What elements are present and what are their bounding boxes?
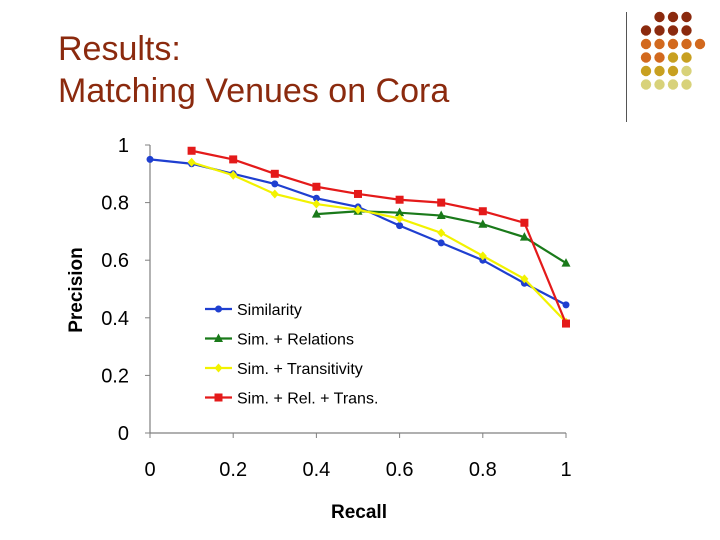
legend-label: Sim. + Rel. + Trans. [237, 391, 378, 408]
data-point [187, 146, 196, 155]
legend-label: Similarity [237, 302, 302, 319]
series-line [191, 149, 568, 324]
data-point [437, 239, 445, 247]
decorative-dot [681, 38, 692, 50]
y-tick-label: 0.4 [101, 308, 129, 330]
legend-item: Similarity [205, 302, 302, 319]
decorative-dot [640, 79, 652, 90]
data-point [520, 218, 529, 227]
decorative-dot [654, 65, 665, 77]
data-point [312, 182, 321, 191]
decorative-dot [640, 65, 652, 77]
decorative-dot [654, 25, 665, 36]
legend-swatch-marker [214, 393, 223, 402]
decorative-dot [667, 65, 679, 77]
data-point [396, 222, 404, 230]
data-point [436, 210, 446, 220]
chart-legend: Similarity Sim. + Relations Sim. + Transit… [205, 302, 378, 408]
data-point [562, 319, 570, 328]
x-tick-label: 0.2 [219, 459, 247, 481]
decorative-divider [626, 12, 627, 122]
x-tick-label: 0.6 [386, 459, 414, 481]
data-point [395, 213, 404, 223]
legend-item: Sim. + Rel. + Trans. [205, 391, 378, 408]
data-point [270, 189, 279, 199]
y-tick-label: 0.6 [101, 250, 129, 272]
data-point [395, 195, 404, 204]
decorative-dot [667, 11, 679, 23]
data-point [312, 194, 320, 202]
decorative-dot [667, 52, 679, 63]
y-axis-label: Precision [66, 247, 87, 333]
data-point [437, 228, 446, 238]
decorative-dot [640, 25, 652, 36]
data-point [311, 209, 321, 218]
decorative-dot [694, 38, 706, 50]
decorative-dot [681, 79, 692, 90]
data-point [146, 155, 154, 163]
chart-axes [149, 145, 566, 434]
decorative-dot [681, 65, 692, 77]
decorative-dot [667, 25, 679, 36]
y-tick-label: 0 [118, 423, 129, 445]
x-tick-label: 0.8 [469, 459, 497, 481]
data-point [271, 180, 279, 188]
data-point [312, 199, 321, 209]
decorative-dot [640, 38, 652, 50]
decorative-dot [681, 52, 692, 63]
data-point [354, 205, 362, 215]
y-tick-label: 1 [118, 135, 129, 157]
data-point [562, 301, 570, 309]
decorative-dot [681, 25, 692, 36]
decorative-dot [654, 11, 665, 23]
slide-title-line-1: Results: [58, 30, 181, 68]
chart-series [146, 146, 571, 328]
x-tick-label: 0.4 [302, 459, 330, 481]
y-tick-label: 0.2 [101, 365, 129, 387]
x-axis-ticks: 0 0.2 0.4 0.6 0.8 1 [144, 433, 572, 481]
data-point [187, 157, 196, 167]
data-point [478, 251, 487, 261]
data-point [519, 232, 529, 241]
legend-swatch-marker [214, 363, 223, 373]
data-point [354, 189, 362, 198]
decorative-dot-grid [640, 11, 706, 90]
data-point [229, 155, 238, 164]
legend-swatch-marker [215, 305, 222, 313]
decorative-dot [640, 52, 652, 63]
decorative-dot [654, 52, 665, 63]
x-tick-label: 1 [560, 459, 571, 481]
decorative-dot [681, 11, 692, 23]
series-line [149, 158, 567, 306]
series-line [191, 161, 567, 323]
data-point [520, 274, 529, 284]
legend-item: Sim. + Relations [205, 332, 354, 349]
series-4 [187, 146, 570, 328]
y-tick-label: 0.8 [101, 193, 129, 215]
decorative-dot [667, 79, 679, 90]
decorative-dot [654, 79, 665, 90]
x-tick-label: 0 [144, 459, 155, 481]
y-axis-ticks: 0 0.2 0.4 0.6 0.8 1 [101, 135, 150, 445]
data-point [437, 198, 446, 207]
x-axis-label: Recall [331, 502, 387, 523]
slide-title-line-2: Matching Venues on Cora [58, 72, 450, 110]
legend-swatch-marker [214, 333, 223, 342]
decorative-dot [654, 38, 665, 50]
data-point [229, 170, 238, 180]
data-point [478, 219, 488, 228]
data-point [478, 207, 487, 216]
data-point [561, 258, 571, 267]
legend-item: Sim. + Transitivity [205, 361, 363, 378]
slide-title: Results: Matching Venues on Cora [58, 28, 449, 112]
legend-label: Sim. + Relations [237, 332, 354, 349]
decorative-dot [667, 38, 679, 50]
data-point [395, 207, 405, 217]
data-point [270, 169, 279, 178]
legend-label: Sim. + Transitivity [237, 361, 363, 378]
